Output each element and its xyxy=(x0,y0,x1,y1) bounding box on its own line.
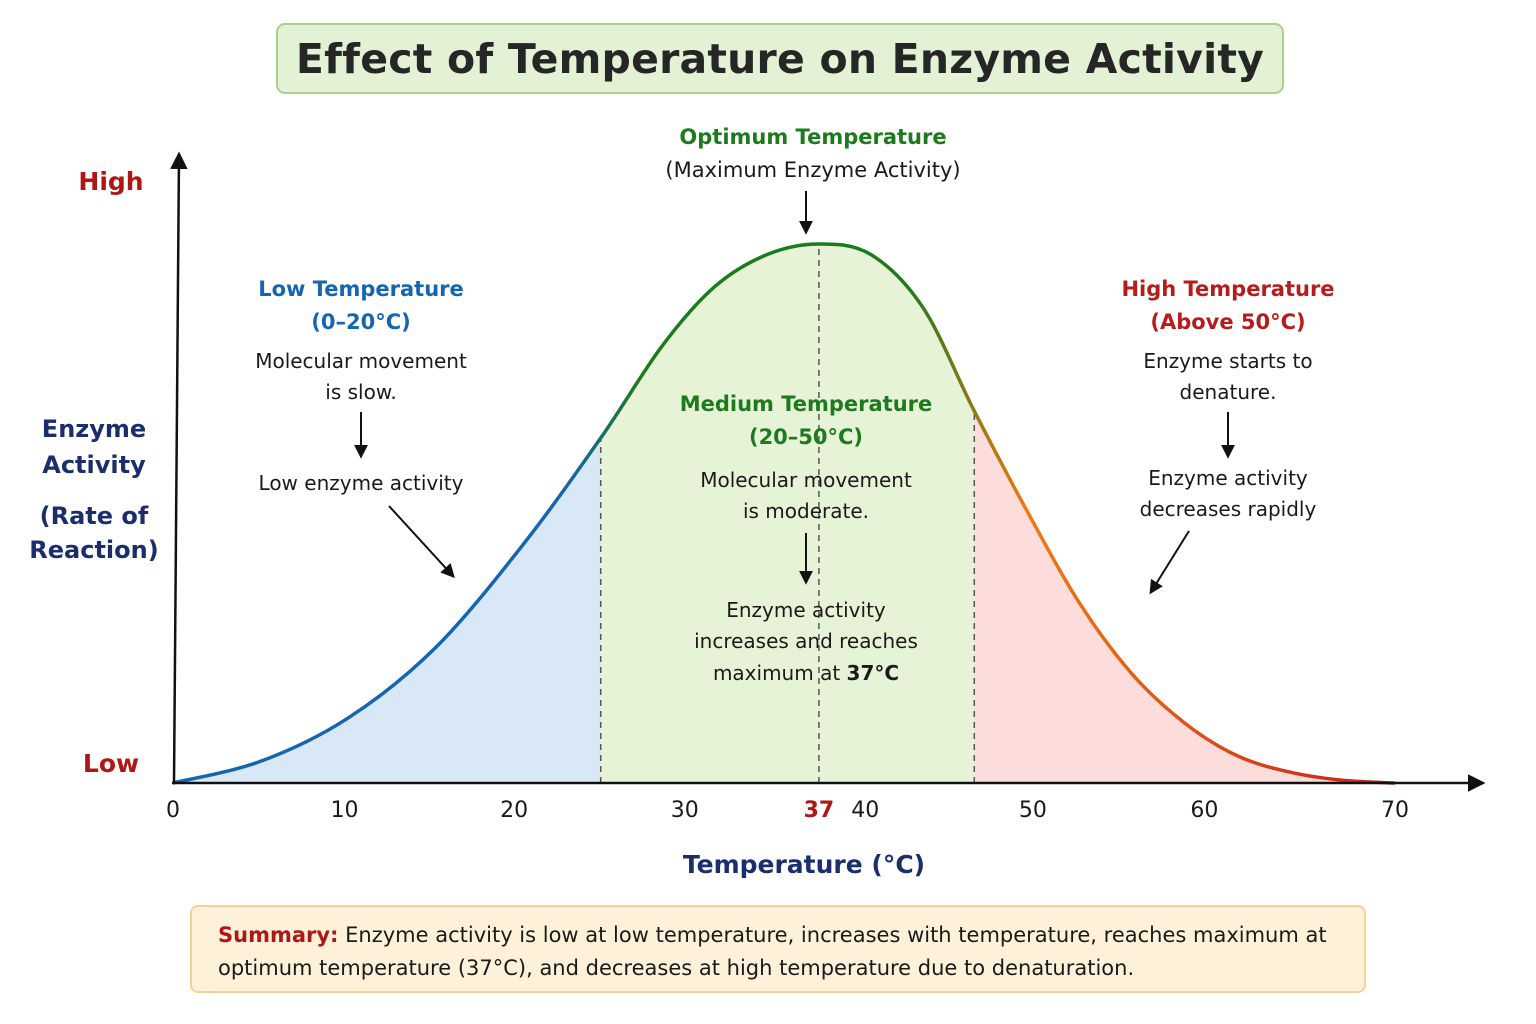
y-low-label: Low xyxy=(83,749,139,778)
low-temp-result: Low enzyme activity xyxy=(259,471,464,495)
high-temp-description: Enzyme starts to xyxy=(1143,349,1312,373)
summary-box: Summary: Enzyme activity is low at low t… xyxy=(190,905,1366,993)
low-temp-annotation: Low Temperature (0–20°C) Molecular movem… xyxy=(255,277,467,579)
y-axis xyxy=(170,151,188,784)
optimum-heading: Optimum Temperature xyxy=(679,125,946,149)
low-zone-fill xyxy=(173,437,601,783)
high-temp-pointer-arrow xyxy=(1149,530,1190,595)
high-temp-description: denature. xyxy=(1180,380,1277,404)
medium-temp-range: (20–50°C) xyxy=(749,425,863,449)
activity-curve xyxy=(172,242,1396,785)
low-temp-heading: Low Temperature xyxy=(258,277,464,301)
medium-temp-annotation: Medium Temperature (20–50°C) Molecular m… xyxy=(680,392,933,685)
optimum-subheading: (Maximum Enzyme Activity) xyxy=(665,158,960,182)
medium-temp-heading: Medium Temperature xyxy=(680,392,933,416)
high-temp-annotation: High Temperature (Above 50°C) Enzyme sta… xyxy=(1121,277,1335,595)
y-axis-title-line: Activity xyxy=(42,451,146,479)
high-zone-fill xyxy=(974,411,1395,783)
y-axis-title-line: (Rate of xyxy=(40,502,149,530)
y-high-label: High xyxy=(78,167,143,196)
summary-text: Enzyme activity is low at low temperatur… xyxy=(218,923,1327,980)
chart-title: Effect of Temperature on Enzyme Activity xyxy=(295,34,1265,83)
high-temp-result: Enzyme activity xyxy=(1148,466,1308,490)
y-axis-title-line: Reaction) xyxy=(29,536,158,564)
high-temp-heading: High Temperature xyxy=(1121,277,1334,301)
summary-label: Summary: xyxy=(218,923,339,947)
x-tick-label: 0 xyxy=(166,798,180,823)
medium-temp-result: Enzyme activity xyxy=(726,598,886,622)
medium-temp-description: Molecular movement xyxy=(700,468,912,492)
low-temp-pointer-arrow xyxy=(388,505,455,579)
x-tick-label: 20 xyxy=(500,798,528,823)
x-tick-label: 60 xyxy=(1190,798,1218,823)
x-tick-label: 10 xyxy=(331,798,359,823)
x-tick-label: 30 xyxy=(671,798,699,823)
enzyme-activity-chart: 0 10 20 30 37 40 50 60 70 High Low Enzyme Activi… xyxy=(29,125,1486,879)
medium-temp-result: maximum at 37°C xyxy=(713,661,899,685)
y-axis-title-line: Enzyme xyxy=(42,415,146,443)
low-temp-range: (0–20°C) xyxy=(311,310,410,334)
medium-temp-description: is moderate. xyxy=(743,499,869,523)
low-temp-description: is slow. xyxy=(325,380,396,404)
x-tick-label: 37 xyxy=(804,798,835,823)
x-tick-label: 70 xyxy=(1381,798,1409,823)
y-axis-title: Enzyme Activity (Rate of Reaction) xyxy=(29,415,158,564)
x-tick-label: 50 xyxy=(1019,798,1047,823)
high-temp-result: decreases rapidly xyxy=(1140,497,1317,521)
low-temp-description: Molecular movement xyxy=(255,349,467,373)
medium-zone-fill xyxy=(600,244,975,783)
x-tick-label: 40 xyxy=(851,798,879,823)
x-axis-title: Temperature (°C) xyxy=(683,850,925,879)
title-box: Effect of Temperature on Enzyme Activity xyxy=(276,23,1284,94)
high-temp-range: (Above 50°C) xyxy=(1150,310,1305,334)
medium-temp-result: increases and reaches xyxy=(694,629,918,653)
